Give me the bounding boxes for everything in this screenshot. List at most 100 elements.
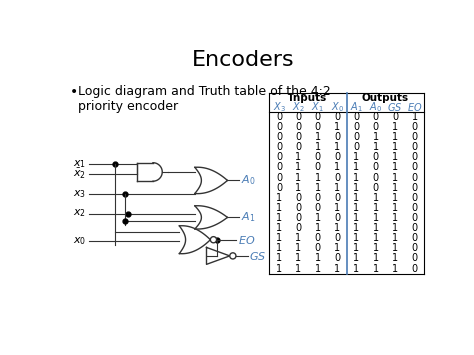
Text: 0: 0	[354, 112, 359, 122]
Text: 1: 1	[295, 253, 301, 263]
Text: 0: 0	[295, 112, 301, 122]
Text: 0: 0	[334, 152, 340, 162]
Text: 0: 0	[315, 122, 321, 132]
Text: 1: 1	[295, 152, 301, 162]
Text: 1: 1	[334, 223, 340, 233]
Text: 0: 0	[334, 132, 340, 142]
Text: $A_1$: $A_1$	[241, 211, 255, 224]
Text: 1: 1	[295, 233, 301, 243]
Text: $GS$: $GS$	[388, 101, 403, 113]
Text: $A_0$: $A_0$	[369, 100, 383, 114]
Text: $A_1$: $A_1$	[350, 100, 363, 114]
Text: 1: 1	[392, 122, 398, 132]
Text: 1: 1	[392, 142, 398, 152]
Text: 1: 1	[295, 243, 301, 253]
Text: 1: 1	[315, 213, 321, 223]
Text: 1: 1	[354, 152, 359, 162]
Text: 0: 0	[315, 243, 321, 253]
Text: $\bar{x}_2$: $\bar{x}_2$	[73, 166, 86, 180]
Text: 0: 0	[295, 122, 301, 132]
Text: $GS$: $GS$	[249, 250, 266, 262]
Text: 1: 1	[334, 263, 340, 274]
Text: 1: 1	[354, 263, 359, 274]
Text: 1: 1	[392, 203, 398, 213]
Text: 1: 1	[334, 183, 340, 193]
Text: 0: 0	[295, 203, 301, 213]
Text: 1: 1	[315, 263, 321, 274]
Text: 0: 0	[392, 112, 398, 122]
Text: 1: 1	[392, 213, 398, 223]
Text: 0: 0	[373, 152, 379, 162]
Text: 1: 1	[315, 223, 321, 233]
Text: 0: 0	[354, 132, 359, 142]
Text: Logic diagram and Truth table of the 4:2
priority encoder: Logic diagram and Truth table of the 4:2…	[78, 85, 330, 113]
Text: 1: 1	[276, 253, 282, 263]
Text: 1: 1	[315, 183, 321, 193]
Text: 0: 0	[373, 183, 379, 193]
Text: $A_0$: $A_0$	[241, 174, 255, 187]
Text: $EO$: $EO$	[237, 234, 255, 246]
Text: 1: 1	[392, 163, 398, 173]
Text: 0: 0	[411, 203, 418, 213]
Text: $x_2$: $x_2$	[73, 208, 86, 219]
Text: 1: 1	[392, 263, 398, 274]
Text: 1: 1	[392, 253, 398, 263]
Text: 1: 1	[354, 233, 359, 243]
Text: 1: 1	[315, 173, 321, 182]
Text: 0: 0	[411, 152, 418, 162]
Text: 0: 0	[295, 132, 301, 142]
Text: 1: 1	[276, 233, 282, 243]
Text: $X_0$: $X_0$	[330, 100, 344, 114]
Text: 1: 1	[354, 213, 359, 223]
Text: 1: 1	[373, 233, 379, 243]
Text: 0: 0	[276, 122, 282, 132]
Text: 0: 0	[295, 223, 301, 233]
Text: 1: 1	[276, 243, 282, 253]
Text: $x_3$: $x_3$	[73, 189, 86, 200]
Text: 0: 0	[295, 213, 301, 223]
Text: 0: 0	[334, 213, 340, 223]
Text: 0: 0	[411, 213, 418, 223]
Text: 0: 0	[315, 152, 321, 162]
Text: 1: 1	[392, 193, 398, 203]
Text: 0: 0	[295, 193, 301, 203]
Text: 1: 1	[276, 223, 282, 233]
Text: 0: 0	[276, 163, 282, 173]
Text: 1: 1	[334, 142, 340, 152]
Text: 0: 0	[334, 233, 340, 243]
Text: 0: 0	[411, 173, 418, 182]
Text: 0: 0	[373, 173, 379, 182]
Text: 0: 0	[411, 263, 418, 274]
Text: 0: 0	[373, 163, 379, 173]
Text: 0: 0	[276, 112, 282, 122]
Text: 0: 0	[354, 122, 359, 132]
Text: 1: 1	[354, 243, 359, 253]
Text: 1: 1	[354, 183, 359, 193]
Text: 1: 1	[392, 223, 398, 233]
Text: 1: 1	[276, 213, 282, 223]
Text: 1: 1	[373, 193, 379, 203]
Text: $EO$: $EO$	[407, 101, 422, 113]
Circle shape	[230, 253, 236, 259]
Text: 0: 0	[276, 152, 282, 162]
Text: 0: 0	[276, 173, 282, 182]
Text: 1: 1	[354, 193, 359, 203]
Text: 1: 1	[373, 132, 379, 142]
Text: 0: 0	[354, 142, 359, 152]
Text: 0: 0	[411, 122, 418, 132]
Text: •: •	[70, 85, 78, 99]
Text: 0: 0	[315, 233, 321, 243]
Text: 1: 1	[295, 263, 301, 274]
Text: 0: 0	[373, 112, 379, 122]
Text: Inputs: Inputs	[290, 93, 327, 103]
Text: 0: 0	[411, 193, 418, 203]
Text: 1: 1	[411, 112, 418, 122]
Text: 0: 0	[315, 112, 321, 122]
Text: 1: 1	[392, 173, 398, 182]
Text: 0: 0	[315, 163, 321, 173]
Text: Outputs: Outputs	[362, 93, 409, 103]
Text: 1: 1	[315, 142, 321, 152]
Text: 1: 1	[392, 132, 398, 142]
Text: 0: 0	[373, 122, 379, 132]
Text: 0: 0	[411, 233, 418, 243]
